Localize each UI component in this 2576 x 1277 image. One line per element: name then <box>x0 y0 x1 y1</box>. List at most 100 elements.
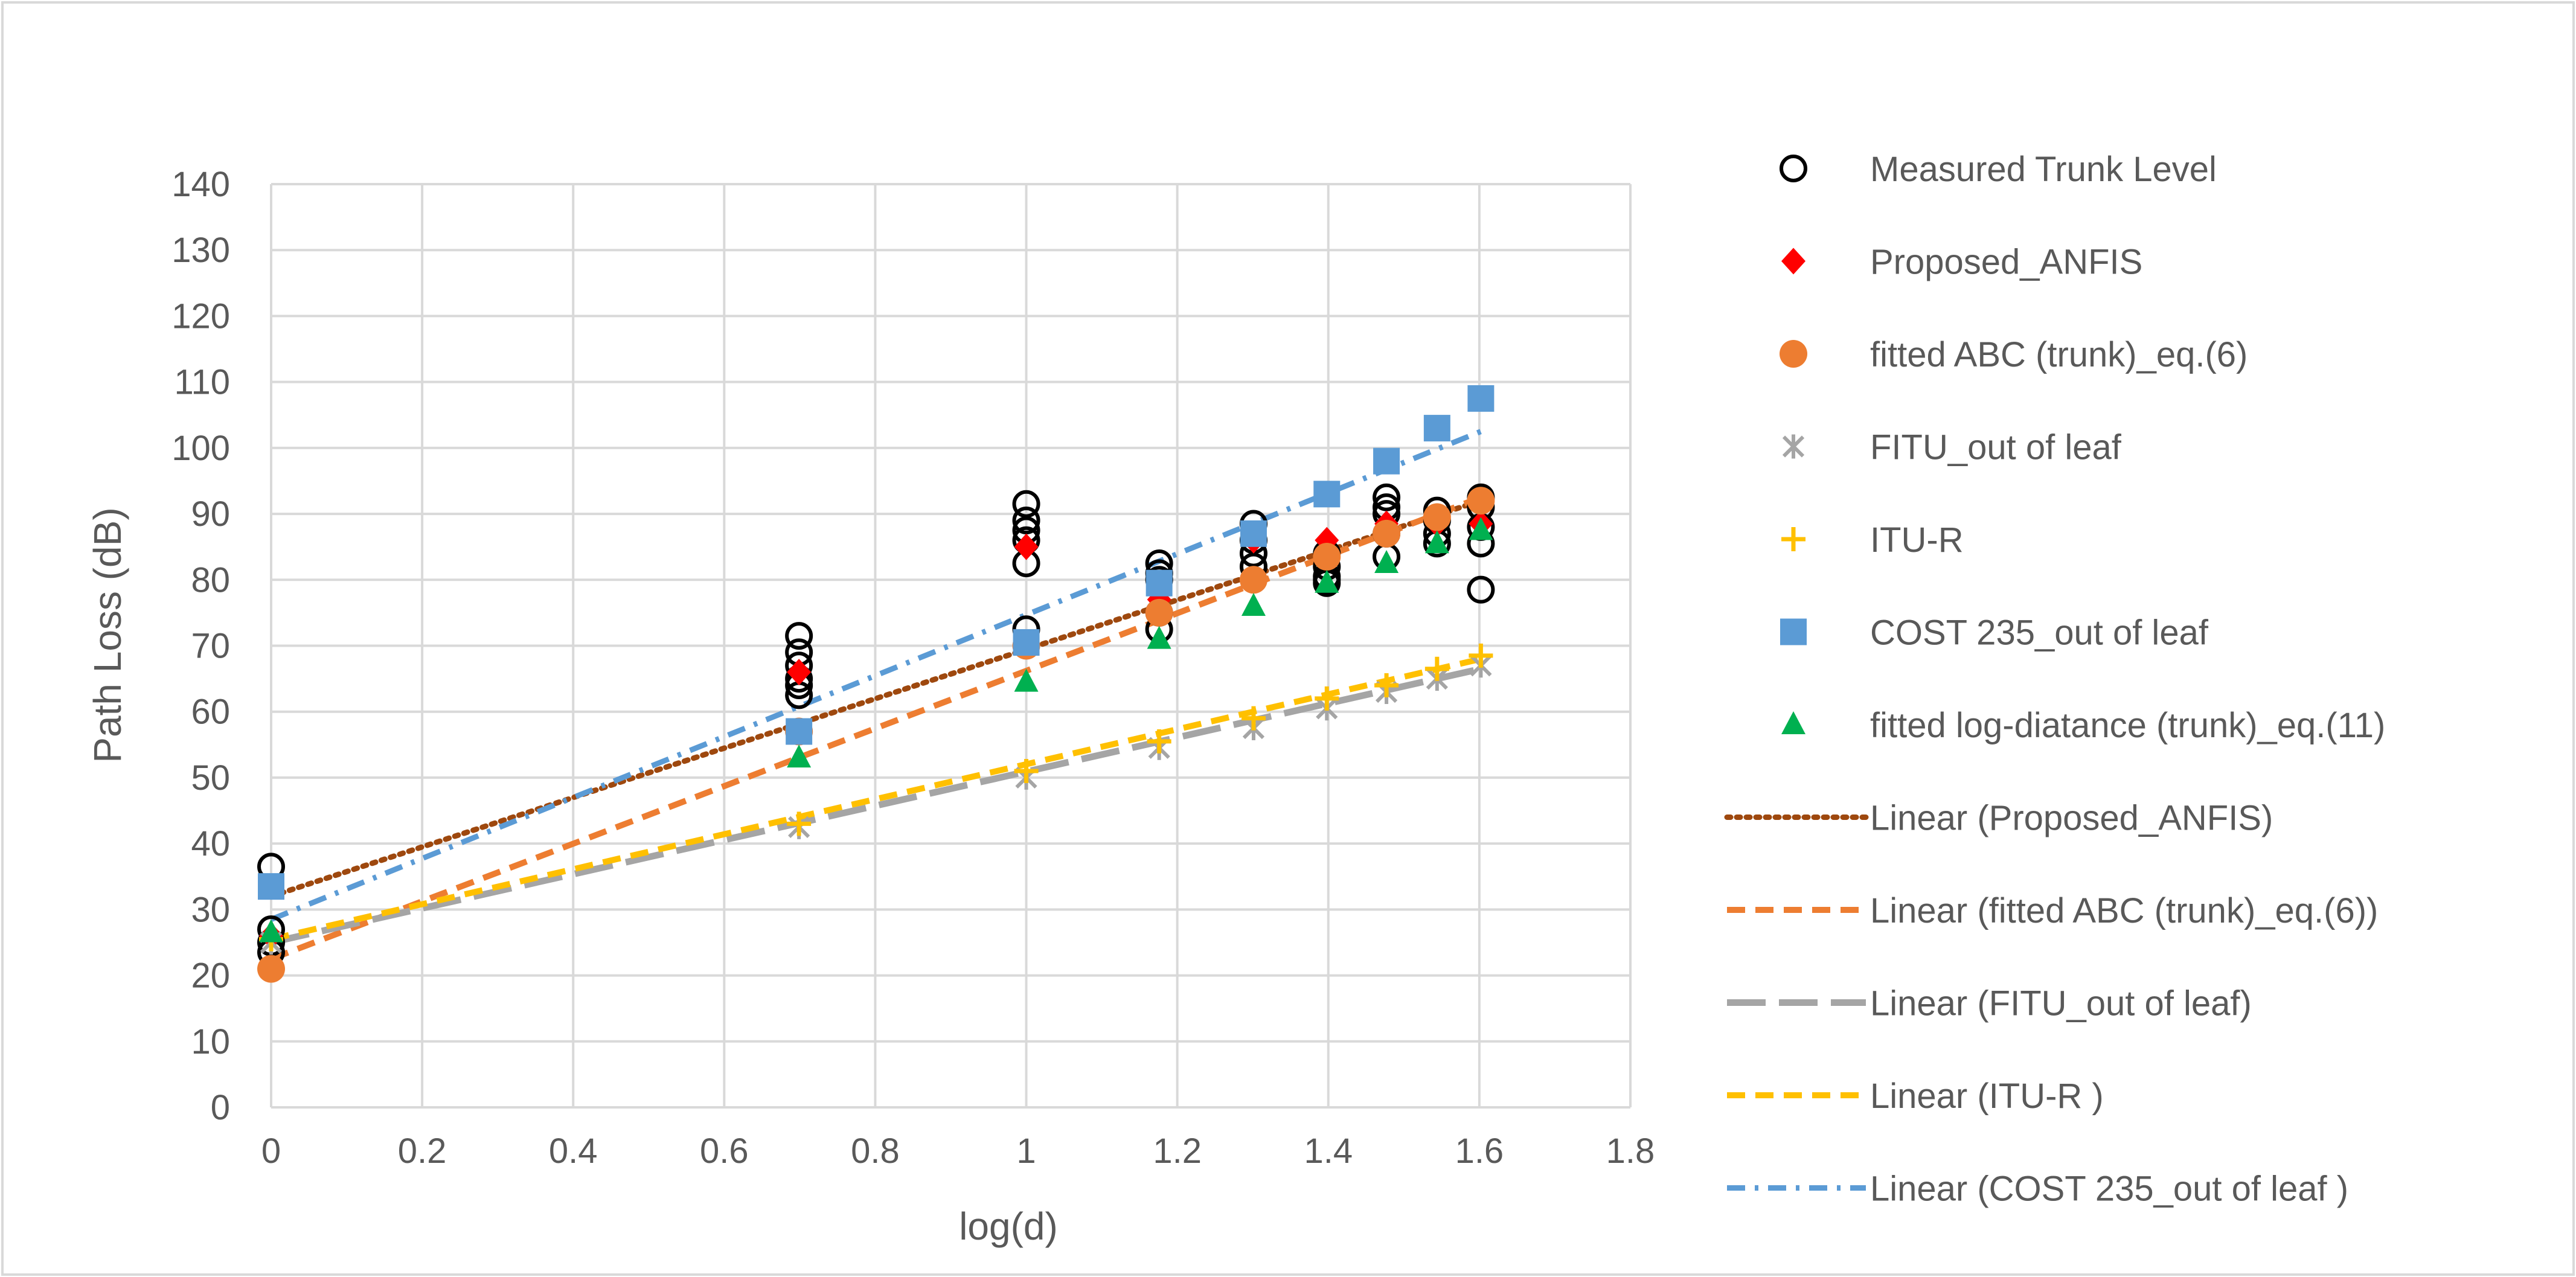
data-point <box>258 873 284 900</box>
x-tick-label: 1.6 <box>1455 1131 1504 1171</box>
data-point <box>1315 569 1339 593</box>
y-tick-label: 30 <box>191 890 230 929</box>
legend-entry-8: Linear (fitted ABC (trunk)_eq.(6)) <box>1727 891 2378 930</box>
x-tick-label: 0.6 <box>700 1131 749 1171</box>
gridlines <box>270 183 1632 1109</box>
data-point <box>1014 759 1039 784</box>
y-tick-label: 10 <box>191 1022 230 1061</box>
x-tick-label: 1.4 <box>1304 1131 1353 1171</box>
legend-entry-9: Linear (FITU_out of leaf) <box>1727 984 2252 1023</box>
data-point <box>1423 503 1451 531</box>
data-point <box>1374 549 1399 573</box>
data-point <box>1424 656 1449 681</box>
data-point <box>1241 706 1266 731</box>
data-point <box>1469 517 1493 540</box>
series-5 <box>258 385 1495 900</box>
legend-label: Linear (FITU_out of leaf) <box>1870 984 2252 1023</box>
x-tick-label: 0.8 <box>851 1131 900 1171</box>
trendline-0 <box>268 498 1484 900</box>
data-point <box>787 811 812 836</box>
legend-label: Linear (ITU-R ) <box>1870 1077 2104 1116</box>
trendlines <box>268 429 1484 962</box>
data-point <box>1313 481 1341 508</box>
data-point <box>1012 490 1040 518</box>
data-point <box>787 744 812 768</box>
y-tick-label: 110 <box>175 363 230 402</box>
data-point <box>1467 575 1495 604</box>
data-point <box>257 955 285 983</box>
data-point <box>1373 519 1401 548</box>
data-points <box>257 385 1495 983</box>
data-point <box>1374 673 1399 698</box>
data-point <box>1373 483 1401 511</box>
data-point <box>787 659 812 686</box>
data-point <box>1467 487 1495 515</box>
legend-entry-6: fitted log-diatance (trunk)_eq.(11) <box>1781 706 2385 745</box>
x-tick-label: 1.2 <box>1153 1131 1202 1171</box>
x-tick-label: 0.2 <box>398 1131 447 1171</box>
y-tick-label: 50 <box>191 758 230 798</box>
data-point <box>1469 643 1493 668</box>
data-point <box>785 622 813 650</box>
legend-entry-11: Linear (COST 235_out of leaf ) <box>1727 1170 2348 1209</box>
x-tick-label: 1 <box>1016 1131 1036 1171</box>
legend-symbol <box>1782 434 1805 459</box>
y-tick-label: 80 <box>191 560 230 600</box>
data-point <box>1423 415 1450 442</box>
legend-entry-10: Linear (ITU-R ) <box>1727 1077 2104 1116</box>
y-tick-label: 100 <box>171 429 230 468</box>
trendline-1 <box>270 494 1482 962</box>
x-tick-label: 0.4 <box>549 1131 598 1171</box>
legend-label: ITU-R <box>1870 520 1964 560</box>
legend-entry-3: FITU_out of leaf <box>1782 428 2122 467</box>
data-point <box>1145 569 1173 597</box>
data-point <box>1313 543 1341 571</box>
legend-symbol <box>1780 155 1807 182</box>
x-axis-label: log(d) <box>959 1205 1058 1248</box>
y-tick-label: 20 <box>191 956 230 996</box>
legend-label: Linear (fitted ABC (trunk)_eq.(6)) <box>1870 891 2378 930</box>
legend-symbol <box>1781 527 1805 551</box>
axes: 0 10 20 30 40 50 60 70 80 90 100 110 120 130 140 0 0.2 0.… <box>171 165 1655 1171</box>
legend-symbol <box>1781 711 1805 734</box>
y-axis-label: Path Loss (dB) <box>86 507 129 763</box>
y-tick-label: 130 <box>171 231 230 270</box>
series-6 <box>259 517 1493 943</box>
y-tick-label: 40 <box>191 824 230 863</box>
legend-entry-0: Measured Trunk Level <box>1780 150 2217 189</box>
y-tick-label: 0 <box>211 1088 230 1127</box>
legend-symbol <box>1781 248 1805 275</box>
legend-label: Measured Trunk Level <box>1870 150 2217 189</box>
data-point <box>1467 385 1495 412</box>
data-point <box>1014 668 1039 692</box>
y-tick-label: 90 <box>191 494 230 534</box>
y-tick-label: 70 <box>191 627 230 666</box>
data-point <box>1424 530 1449 554</box>
data-point <box>1145 598 1173 627</box>
y-tick-label: 60 <box>191 693 230 732</box>
legend-label: FITU_out of leaf <box>1870 428 2122 467</box>
legend-entry-2: fitted ABC (trunk)_eq.(6) <box>1780 335 2248 374</box>
y-tick-label: 140 <box>171 165 230 204</box>
data-point <box>786 718 813 745</box>
x-tick-label: 1.8 <box>1606 1131 1655 1171</box>
data-point <box>1147 729 1171 754</box>
x-tick-label: 0 <box>261 1131 281 1171</box>
data-point <box>1147 626 1171 649</box>
y-tick-label: 120 <box>171 296 230 336</box>
legend-entry-1: Proposed_ANFIS <box>1781 243 2142 282</box>
legend-symbol <box>1780 340 1807 368</box>
data-point <box>1012 506 1040 534</box>
data-point <box>259 919 283 943</box>
legend-label: Proposed_ANFIS <box>1870 243 2142 282</box>
legend-entry-4: ITU-R <box>1781 520 1964 560</box>
legend-entry-5: COST 235_out of leaf <box>1780 613 2209 653</box>
legend-label: Linear (Proposed_ANFIS) <box>1870 799 2273 838</box>
legend-entry-7: Linear (Proposed_ANFIS) <box>1724 799 2273 838</box>
legend-label: fitted log-diatance (trunk)_eq.(11) <box>1870 706 2385 745</box>
data-point <box>1239 566 1267 594</box>
legend-label: COST 235_out of leaf <box>1870 613 2209 653</box>
legend-label: Linear (COST 235_out of leaf ) <box>1870 1170 2348 1209</box>
